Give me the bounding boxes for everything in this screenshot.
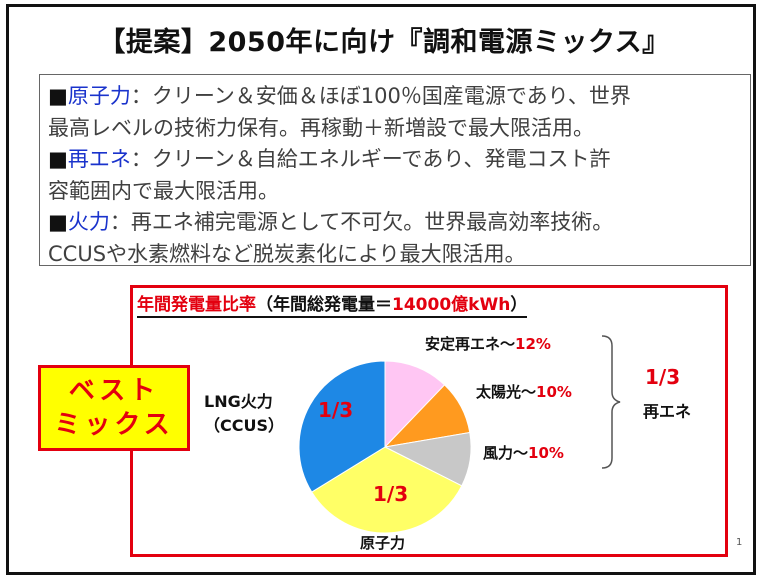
bullet-head-renewable: 再エネ [67, 147, 131, 171]
solar-label: 太陽光～10% [476, 381, 572, 402]
renewable-group-label: 再エネ [643, 402, 692, 421]
wind-pct: 10% [528, 444, 564, 462]
bullet-square-icon: ■ [48, 84, 68, 108]
wind-label: 風力～10% [483, 442, 564, 463]
bullet-text: ：再エネ補完電源として不可欠。世界最高効率技術。 [109, 210, 614, 234]
bullet-nuclear-line2: 最高レベルの技術力保有。再稼動＋新増設で最大限活用。 [48, 115, 594, 140]
chart-title: 年間発電量比率（年間総発電量＝14000億kWh） [137, 290, 528, 318]
bullet-text: ：クリーン＆安価＆ほぼ100％国産電源であり、世界 [130, 84, 631, 108]
page-number: 1 [736, 537, 743, 548]
best-mix-line1: ベスト [68, 376, 160, 406]
lng-fraction-label: 1/3 [318, 398, 354, 422]
bullet-thermal-line1: ■火力：再エネ補完電源として不可欠。世界最高効率技術。 [48, 207, 742, 239]
chart-title-value: 14000億kWh [392, 295, 511, 315]
pie-slice-stable-renewable [384, 360, 446, 449]
policy-textbox: ■原子力：クリーン＆安価＆ほぼ100％国産電源であり、世界 最高レベルの技術力保… [39, 74, 751, 266]
best-mix-line2: ミックス [54, 410, 174, 440]
pie-slice-nuclear [311, 446, 463, 534]
bullet-square-icon: ■ [48, 147, 68, 171]
pie-slice-lng [298, 360, 386, 493]
bullet-renewable-line1: ■再エネ：クリーン＆自給エネルギーであり、発電コスト許 [48, 144, 742, 176]
chart-title-paren-open: （年間総発電量＝ [256, 295, 392, 315]
wind-name: 風力～ [483, 444, 529, 462]
bullet-square-icon: ■ [48, 210, 68, 234]
stable-renewable-name: 安定再エネ～ [425, 335, 516, 353]
nuclear-label: 原子力 [360, 534, 406, 552]
bullet-head-thermal: 火力 [67, 210, 110, 234]
best-mix-badge: ベスト ミックス [38, 365, 190, 451]
solar-pct: 10% [536, 383, 572, 401]
nuclear-fraction-label: 1/3 [373, 482, 409, 506]
chart-title-main: 年間発電量比率 [137, 295, 256, 315]
stable-renewable-pct: 12% [515, 335, 551, 353]
renewable-fraction-label: 1/3 [645, 365, 681, 389]
bullet-head-nuclear: 原子力 [67, 84, 131, 108]
bullet-thermal-line2: CCUSや水素燃料など脱炭素化により最大限活用。 [48, 241, 526, 266]
solar-name: 太陽光～ [476, 383, 537, 401]
lng-label-line2: （CCUS） [204, 416, 285, 435]
bullet-nuclear-line1: ■原子力：クリーン＆安価＆ほぼ100％国産電源であり、世界 [48, 81, 742, 113]
bullet-text: ：クリーン＆自給エネルギーであり、発電コスト許 [130, 147, 611, 171]
bullet-renewable-line2: 容範囲内で最大限活用。 [48, 178, 279, 203]
slide-title: 【提案】2050年に向け『調和電源ミックス』 [98, 27, 670, 58]
chart-title-paren-close: ） [510, 295, 528, 315]
stable-renewable-label: 安定再エネ～12% [425, 333, 551, 354]
lng-label-line1: LNG火力 [204, 392, 273, 411]
lng-label: LNG火力 （CCUS） [204, 388, 284, 436]
